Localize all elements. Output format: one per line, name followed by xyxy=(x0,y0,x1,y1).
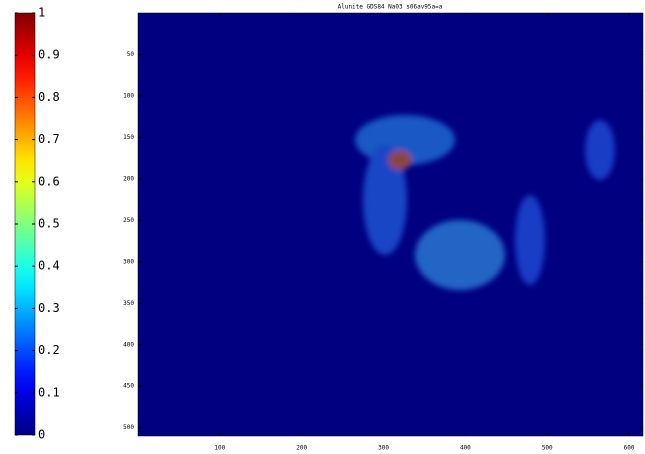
chart: Alunite GDS84 Na03 s06av95a=a 0 0.1 0.2 0.3… xyxy=(0,0,645,454)
y-tick-label: 400 xyxy=(123,341,134,348)
colorbar-tick-label: 0.8 xyxy=(38,90,60,104)
x-tick-label: 300 xyxy=(378,445,389,452)
colorbar-tick-label: 0 xyxy=(38,428,45,442)
x-tick-label: 500 xyxy=(542,445,553,452)
x-tick-label: 100 xyxy=(214,445,225,452)
y-tick-label: 50 xyxy=(127,51,135,58)
y-tick-label: 300 xyxy=(123,258,134,265)
colorbar-tick-label: 0.2 xyxy=(38,343,60,357)
x-tick-label: 600 xyxy=(624,445,635,452)
page: Alunite GDS84 Na03 s06av95a=a 0 0.1 0.2 0.3… xyxy=(0,0,645,454)
y-tick-label: 500 xyxy=(123,424,134,431)
y-tick-label: 250 xyxy=(123,217,134,224)
colorbar-tick-label: 0.7 xyxy=(38,132,60,146)
x-tick-label: 200 xyxy=(296,445,307,452)
colorbar-tick-label: 0.6 xyxy=(38,174,60,188)
colorbar-tick-label: 0.5 xyxy=(38,217,60,231)
colorbar-tick-label: 0.4 xyxy=(38,259,60,273)
x-tick-label: 400 xyxy=(460,445,471,452)
colorbar-tick-label: 1 xyxy=(38,6,45,20)
y-tick-label: 450 xyxy=(123,383,134,390)
speckle-region xyxy=(515,195,545,285)
speckle-region xyxy=(585,120,615,180)
colorbar-tick-label: 0.3 xyxy=(38,301,60,315)
chart-title: Alunite GDS84 Na03 s06av95a=a xyxy=(338,4,443,11)
colorbar-tick-label: 0.9 xyxy=(38,48,60,62)
speckle-region xyxy=(415,220,505,290)
colorbar-tick-label: 0.1 xyxy=(38,385,60,399)
y-tick-label: 200 xyxy=(123,175,134,182)
speckle-region xyxy=(388,150,412,170)
y-tick-label: 100 xyxy=(123,92,134,99)
y-tick-label: 350 xyxy=(123,300,134,307)
y-tick-label: 150 xyxy=(123,134,134,141)
